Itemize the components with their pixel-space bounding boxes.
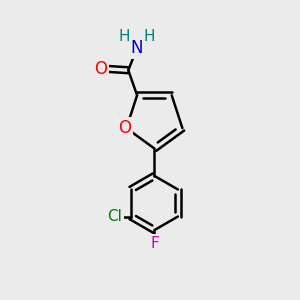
Text: O: O	[94, 60, 107, 78]
Text: Cl: Cl	[107, 209, 122, 224]
Text: N: N	[131, 39, 143, 57]
Text: H: H	[144, 29, 155, 44]
Text: O: O	[118, 119, 131, 137]
Text: H: H	[118, 29, 130, 44]
Text: F: F	[150, 236, 159, 251]
